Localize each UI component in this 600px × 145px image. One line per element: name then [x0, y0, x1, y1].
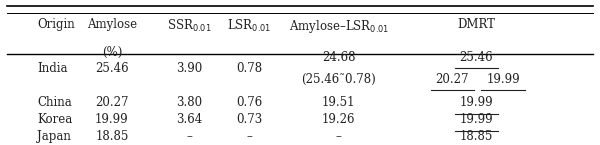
Text: 19.51: 19.51: [322, 96, 356, 109]
Text: 18.85: 18.85: [460, 130, 493, 143]
Text: –: –: [336, 130, 342, 143]
Text: Amylose–LSR$_{0.01}$: Amylose–LSR$_{0.01}$: [289, 18, 389, 35]
Text: 19.99: 19.99: [460, 113, 493, 126]
Text: 24.68: 24.68: [322, 50, 356, 64]
Text: LSR$_{0.01}$: LSR$_{0.01}$: [227, 18, 271, 34]
Text: Origin: Origin: [37, 18, 75, 31]
Text: China: China: [37, 96, 72, 109]
Text: Japan: Japan: [37, 130, 71, 143]
Text: 3.80: 3.80: [176, 96, 203, 109]
Text: SSR$_{0.01}$: SSR$_{0.01}$: [167, 18, 212, 34]
Text: 25.46: 25.46: [460, 50, 493, 64]
Text: 3.64: 3.64: [176, 113, 203, 126]
Text: 3.90: 3.90: [176, 62, 203, 75]
Text: 19.99: 19.99: [486, 73, 520, 86]
Text: Amylose: Amylose: [87, 18, 137, 31]
Text: 0.78: 0.78: [236, 62, 262, 75]
Text: 19.26: 19.26: [322, 113, 356, 126]
Text: –: –: [187, 130, 193, 143]
Text: 0.73: 0.73: [236, 113, 262, 126]
Text: –: –: [246, 130, 252, 143]
Text: (25.46˜0.78): (25.46˜0.78): [301, 73, 376, 86]
Text: India: India: [37, 62, 68, 75]
Text: 19.99: 19.99: [95, 113, 128, 126]
Text: 19.99: 19.99: [460, 96, 493, 109]
Text: DMRT: DMRT: [457, 18, 495, 31]
Text: 18.85: 18.85: [95, 130, 128, 143]
Text: 20.27: 20.27: [436, 73, 469, 86]
Text: Korea: Korea: [37, 113, 73, 126]
Text: (%): (%): [101, 46, 122, 59]
Text: 0.76: 0.76: [236, 96, 262, 109]
Text: 25.46: 25.46: [95, 62, 128, 75]
Text: 20.27: 20.27: [95, 96, 128, 109]
